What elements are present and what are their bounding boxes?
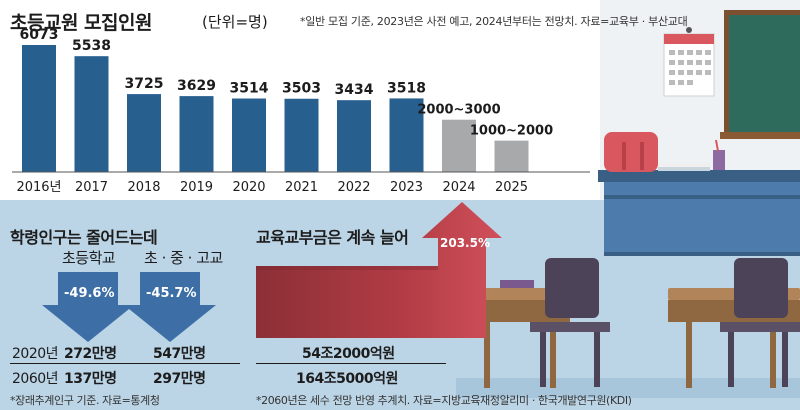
school-pop-title: 학령인구는 줄어드는데 [10,228,158,247]
divider [256,363,446,364]
category-label: 2018 [127,180,160,195]
chalkboard-icon [720,10,800,139]
bar-value-label: 2000~3000 [417,103,500,118]
up-arrow-icon [256,202,502,338]
divider [10,363,240,364]
bar [284,98,319,172]
teacher-desk-icon [598,132,800,256]
bar [22,45,56,172]
all-schools-change: -45.7% [146,286,197,301]
edu-grant-change: 203.5% [440,236,490,250]
edu-grant-2060-value: 164조5000억원 [296,371,398,387]
unit-label: (단위=명) [202,13,268,31]
category-label: 2023 [390,180,423,195]
bar [442,119,476,172]
category-label: 2021 [285,180,318,195]
bar-value-label: 3514 [230,81,269,97]
bar-value-label: 3518 [387,80,426,96]
year-2060-label: 2060년 [12,371,59,387]
student-chair-icon [720,258,800,387]
chart-title: 초등교원 모집인원 [10,12,152,34]
year-2020-label: 2020년 [12,346,59,362]
elementary-2020-value: 272만명 [64,346,117,362]
increase-arrow [256,202,502,338]
category-label: 2020 [232,180,265,195]
down-arrow-icon [124,272,216,342]
all-schools-2060-value: 297만명 [153,371,206,387]
bar [494,140,529,172]
edu-grant-title: 교육교부금은 계속 늘어 [256,228,409,247]
down-arrow-icon [42,272,134,342]
calendar-icon [663,27,715,97]
decrease-arrows [42,272,216,342]
category-label: 2025 [495,180,528,195]
bar [179,96,214,172]
bar [389,98,424,172]
elementary-change: -49.6% [64,286,115,301]
category-label: 2016년 [16,180,61,195]
student-desk-icon [466,280,570,388]
group-label-all-schools: 초 · 중 · 고교 [144,249,223,267]
all-schools-2020-value: 547만명 [153,346,206,362]
elementary-2060-value: 137만명 [64,371,117,387]
bar-value-label: 3629 [177,78,216,94]
category-label: 2019 [180,180,213,195]
bar-value-label: 3725 [125,76,164,92]
recruitment-bar-chart: 6073 2016년 5538 2017 3725 2018 3629 2019 3514 202… [12,27,590,195]
bar [74,56,109,172]
category-label: 2022 [337,180,370,195]
group-label-elementary: 초등학교 [62,249,116,267]
edu-grant-2020-value: 54조2000억원 [302,346,395,362]
bar [232,98,266,172]
chart-source-note: *일반 모집 기준, 2023년은 사전 예고, 2024년부터는 전망치. 자… [300,15,688,28]
bar-value-label: 3434 [335,82,374,98]
bar-value-label: 5538 [72,38,111,54]
student-chair-icon [530,258,610,387]
bar [337,100,371,172]
edu-grant-footnote: *2060년은 세수 전망 반영 추계치. 자료=지방교육재정알리미 · 한국개… [256,394,632,407]
school-pop-footnote: *장래추계인구 기준. 자료=통계청 [10,394,160,407]
category-label: 2017 [75,180,108,195]
bar [127,94,161,172]
bar-value-label: 3503 [282,81,321,97]
category-label: 2024 [442,180,475,195]
bar-value-label: 1000~2000 [470,124,553,139]
bar-value-label: 6073 [20,27,59,43]
